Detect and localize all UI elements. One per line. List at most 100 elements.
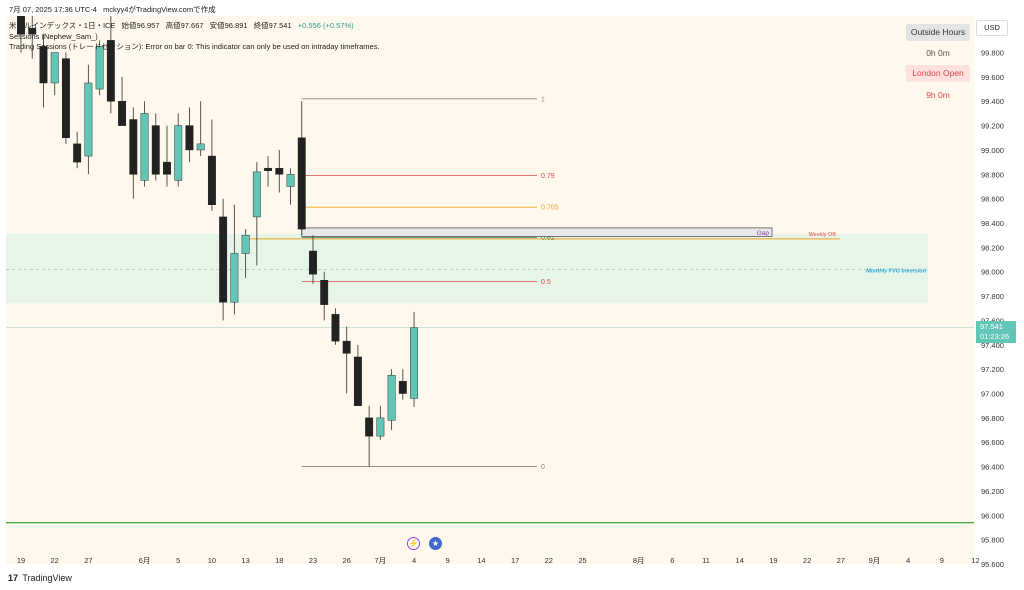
header-line: 7月 07, 2025 17:36 UTC-4 mckyy4がTradingVi…	[9, 5, 220, 15]
weekly-ob-label: Weekly OB	[809, 232, 837, 238]
x-tick-label: 19	[769, 556, 777, 565]
x-tick-label: 4	[412, 556, 416, 565]
candle-body[interactable]	[241, 234, 250, 254]
candle-body[interactable]	[17, 4, 25, 35]
candle-body[interactable]	[365, 417, 374, 437]
ohlc-legend: 米ドルインデックス・1日・ICE 始値96.957 高値97.667 安値96.…	[9, 21, 358, 31]
candle-body[interactable]	[297, 137, 306, 230]
fib-label-0.705: 0.705	[541, 205, 559, 212]
candle-body[interactable]	[219, 216, 228, 303]
y-tick-label: 97.800	[981, 292, 1004, 301]
gap-label: Gap	[757, 230, 770, 237]
candle-body[interactable]	[163, 161, 171, 175]
candle-body[interactable]	[309, 250, 317, 275]
candle-body[interactable]	[174, 125, 183, 181]
candle-body[interactable]	[286, 174, 295, 187]
x-tick-label: 22	[51, 556, 59, 565]
candle-body[interactable]	[129, 119, 138, 175]
symbol-name[interactable]: 米ドルインデックス・1日・ICE	[9, 21, 116, 30]
y-tick-label: 98.000	[981, 268, 1004, 277]
outside-hours-time: 0h 0m	[926, 48, 950, 58]
currency-selector[interactable]: USD	[976, 20, 1008, 36]
candle-body[interactable]	[28, 27, 37, 35]
candle-body[interactable]	[331, 314, 340, 342]
x-tick-label: 13	[241, 556, 249, 565]
candle-body[interactable]	[185, 125, 194, 151]
candle-body[interactable]	[140, 113, 149, 181]
y-tick-label: 97.400	[981, 341, 1004, 350]
candles	[17, 4, 419, 467]
monthly-fvg-label: Monthly FVG Inversion	[866, 268, 927, 274]
y-tick-label: 98.800	[981, 170, 1004, 179]
y-tick-label: 99.000	[981, 146, 1004, 155]
candle-body[interactable]	[196, 143, 205, 151]
x-tick-label: 23	[309, 556, 317, 565]
x-tick-label: 27	[837, 556, 845, 565]
y-tick-label: 99.800	[981, 49, 1004, 58]
x-tick-label: 14	[736, 556, 744, 565]
y-tick-label: 98.600	[981, 195, 1004, 204]
candle-body[interactable]	[230, 253, 239, 303]
x-tick-label: 10	[208, 556, 216, 565]
x-tick-label: 6	[670, 556, 674, 565]
x-tick-label: 25	[578, 556, 586, 565]
bar-countdown: 01:23:26	[980, 332, 1010, 341]
change-value: +0.556 (+0.57%)	[297, 21, 354, 30]
y-tick-label: 97.000	[981, 390, 1004, 399]
candle-body[interactable]	[73, 143, 82, 163]
candle-body[interactable]	[264, 167, 273, 171]
us-flag-icon[interactable]: ★	[429, 537, 442, 550]
candle-body[interactable]	[84, 82, 93, 157]
close-value: 終値97.541	[253, 21, 292, 30]
x-tick-label: 7月	[375, 556, 387, 565]
y-tick-label: 97.200	[981, 365, 1004, 374]
candle-body[interactable]	[342, 340, 351, 354]
candle-body[interactable]	[50, 52, 59, 84]
y-tick-label: 96.400	[981, 463, 1004, 472]
low-value: 安値96.891	[209, 21, 248, 30]
tradingview-logo-text: TradingView	[22, 573, 72, 583]
candle-body[interactable]	[275, 167, 284, 175]
y-tick-label: 97.600	[981, 316, 1004, 325]
candle-body[interactable]	[151, 125, 160, 175]
fib-label-0.79: 0.79	[541, 173, 555, 180]
candle-body[interactable]	[207, 155, 216, 206]
candle-body[interactable]	[106, 40, 115, 102]
y-tick-label: 95.800	[981, 536, 1004, 545]
y-tick-label: 98.400	[981, 219, 1004, 228]
indicator-sessions[interactable]: Sessions (Nephew_Sam_)	[9, 32, 98, 41]
candle-body[interactable]	[252, 171, 261, 218]
x-tick-label: 22	[545, 556, 553, 565]
candle-body[interactable]	[95, 46, 104, 90]
tradingview-logo-mark: 17	[8, 573, 19, 583]
candle-body[interactable]	[118, 100, 127, 126]
lightning-icon[interactable]: ⚡	[407, 537, 420, 550]
candle-body[interactable]	[320, 280, 329, 305]
x-tick-label: 27	[84, 556, 92, 565]
high-value: 高値97.667	[165, 21, 204, 30]
x-tick-label: 9	[940, 556, 944, 565]
x-tick-label: 17	[511, 556, 519, 565]
x-tick-label: 26	[342, 556, 350, 565]
top-bar	[0, 0, 1024, 16]
y-tick-label: 99.400	[981, 97, 1004, 106]
candle-body[interactable]	[61, 58, 70, 139]
london-open-time: 9h 0m	[926, 90, 950, 100]
y-tick-label: 99.600	[981, 73, 1004, 82]
gap-box	[301, 227, 773, 237]
candle-body[interactable]	[39, 46, 48, 84]
y-tick-label: 96.800	[981, 414, 1004, 423]
candle-body[interactable]	[387, 374, 396, 421]
y-tick-label: 96.600	[981, 438, 1004, 447]
indicator-trading-sessions[interactable]: Trading Sessions (トレードセッション): Error on b…	[9, 42, 380, 51]
tradingview-logo[interactable]: 17 TradingView	[8, 573, 72, 583]
x-tick-label: 12	[971, 556, 979, 565]
candle-body[interactable]	[353, 356, 362, 406]
candle-body[interactable]	[376, 417, 385, 437]
y-tick-label: 96.200	[981, 487, 1004, 496]
candle-body[interactable]	[410, 327, 419, 399]
x-tick-label: 22	[803, 556, 811, 565]
x-tick-label: 5	[176, 556, 180, 565]
candle-body[interactable]	[398, 381, 407, 394]
